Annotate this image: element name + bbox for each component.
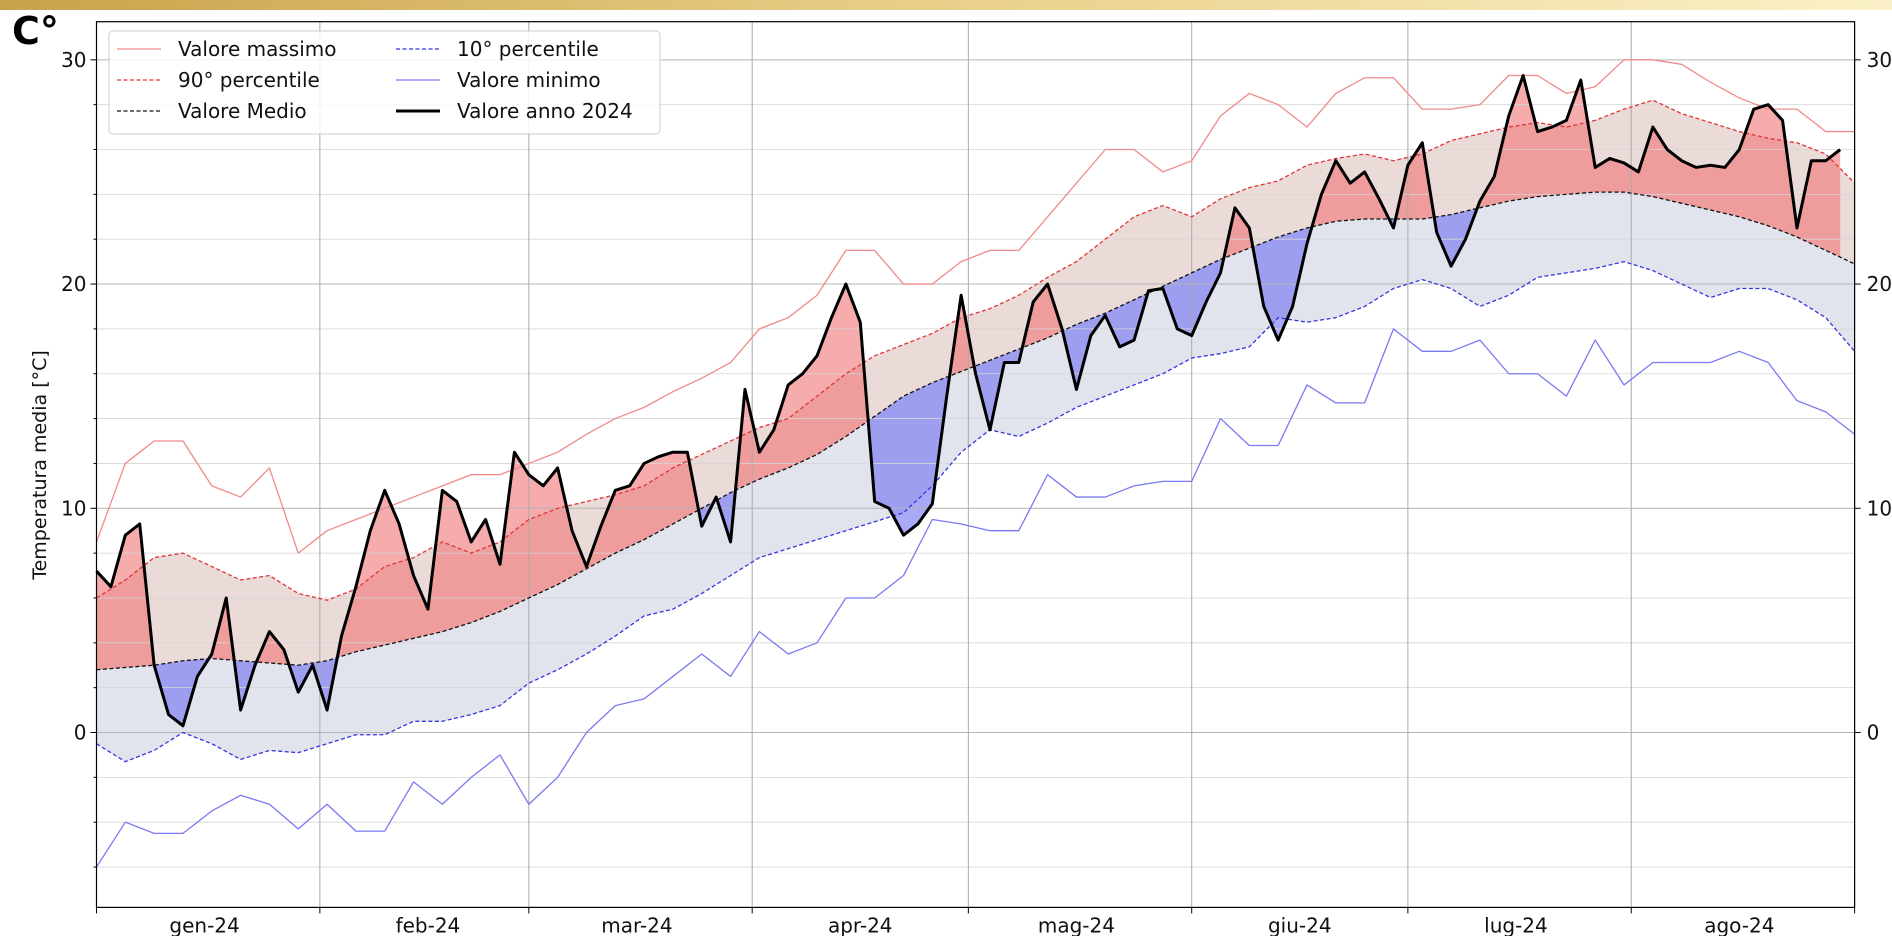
lines [95,59,1856,868]
grid [96,21,1856,908]
y-tick-label: 20 [61,272,86,296]
legend: Valore massimo 90° percentile Valore Medio… [108,30,661,135]
x-tick-label: ago-24 [1704,913,1774,936]
series-line [95,328,1855,868]
series-line [96,260,1856,763]
legend-frame [108,30,661,135]
x-tick-label: lug-24 [1484,913,1548,936]
fills [96,75,1855,762]
legend-label: Valore minimo [457,68,601,92]
axes: 0 0 10 10 20 20 30 30 gen-24 feb-24 mar-24 apr-24 ma… [61,21,1892,936]
legend-label: 10° percentile [457,37,599,61]
series-line [96,99,1856,601]
series-line [95,74,1842,728]
legend-label: Valore massimo [178,37,336,61]
series-line [95,59,1855,554]
y-axis-label: Temperatura media [°C] [29,350,51,581]
plot-frame [95,21,1856,909]
band-lower [96,192,1855,762]
y2-tick-label: 30 [1867,48,1892,72]
y-tick-label: 30 [61,48,86,72]
series-line [96,191,1855,671]
x-tick-label: giu-24 [1268,913,1332,936]
y2-tick-label: 20 [1867,272,1892,296]
top-bar [0,0,1892,10]
x-tick-label: apr-24 [828,913,893,936]
y-tick-label: 10 [61,496,86,520]
y2-tick-label: 0 [1867,721,1880,745]
legend-label: Valore anno 2024 [457,99,633,123]
x-tick-label: feb-24 [396,913,461,936]
y2-tick-label: 10 [1867,496,1892,520]
x-tick-label: gen-24 [169,913,239,936]
legend-label: Valore Medio [178,99,307,123]
x-tick-label: mag-24 [1038,913,1115,936]
corner-label: C° [12,9,59,53]
x-tick-label: mar-24 [601,913,672,936]
anomaly-above [96,75,1841,670]
y-tick-label: 0 [74,721,87,745]
legend-label: 90° percentile [178,68,320,92]
